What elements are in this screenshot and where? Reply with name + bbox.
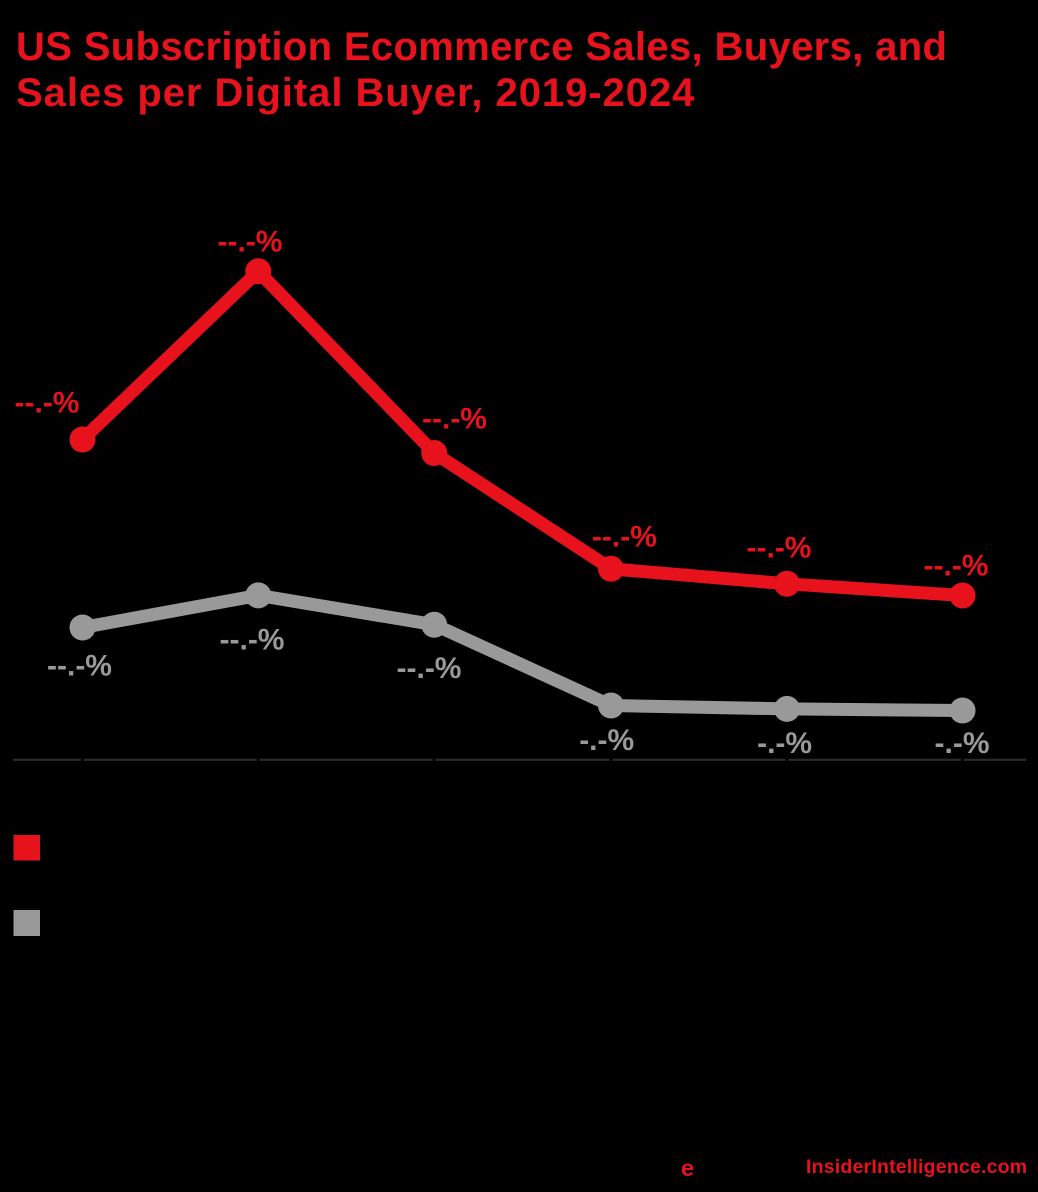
svg-text:--.-%: --.-% [422,402,487,435]
svg-text:-.-%: -.-% [579,724,634,757]
svg-text:--.-%: --.-% [15,387,80,420]
svg-text:--.-%: --.-% [592,520,657,553]
svg-text:--.-%: --.-% [924,549,989,582]
svg-text:--.-%: --.-% [397,652,462,685]
svg-text:--.-%: --.-% [218,226,283,259]
svg-text:--.-%: --.-% [220,624,285,657]
svg-text:-.-%: -.-% [935,727,990,760]
svg-text:--.-%: --.-% [47,650,112,683]
svg-text:--.-%: --.-% [747,532,812,565]
svg-text:-.-%: -.-% [757,727,812,760]
